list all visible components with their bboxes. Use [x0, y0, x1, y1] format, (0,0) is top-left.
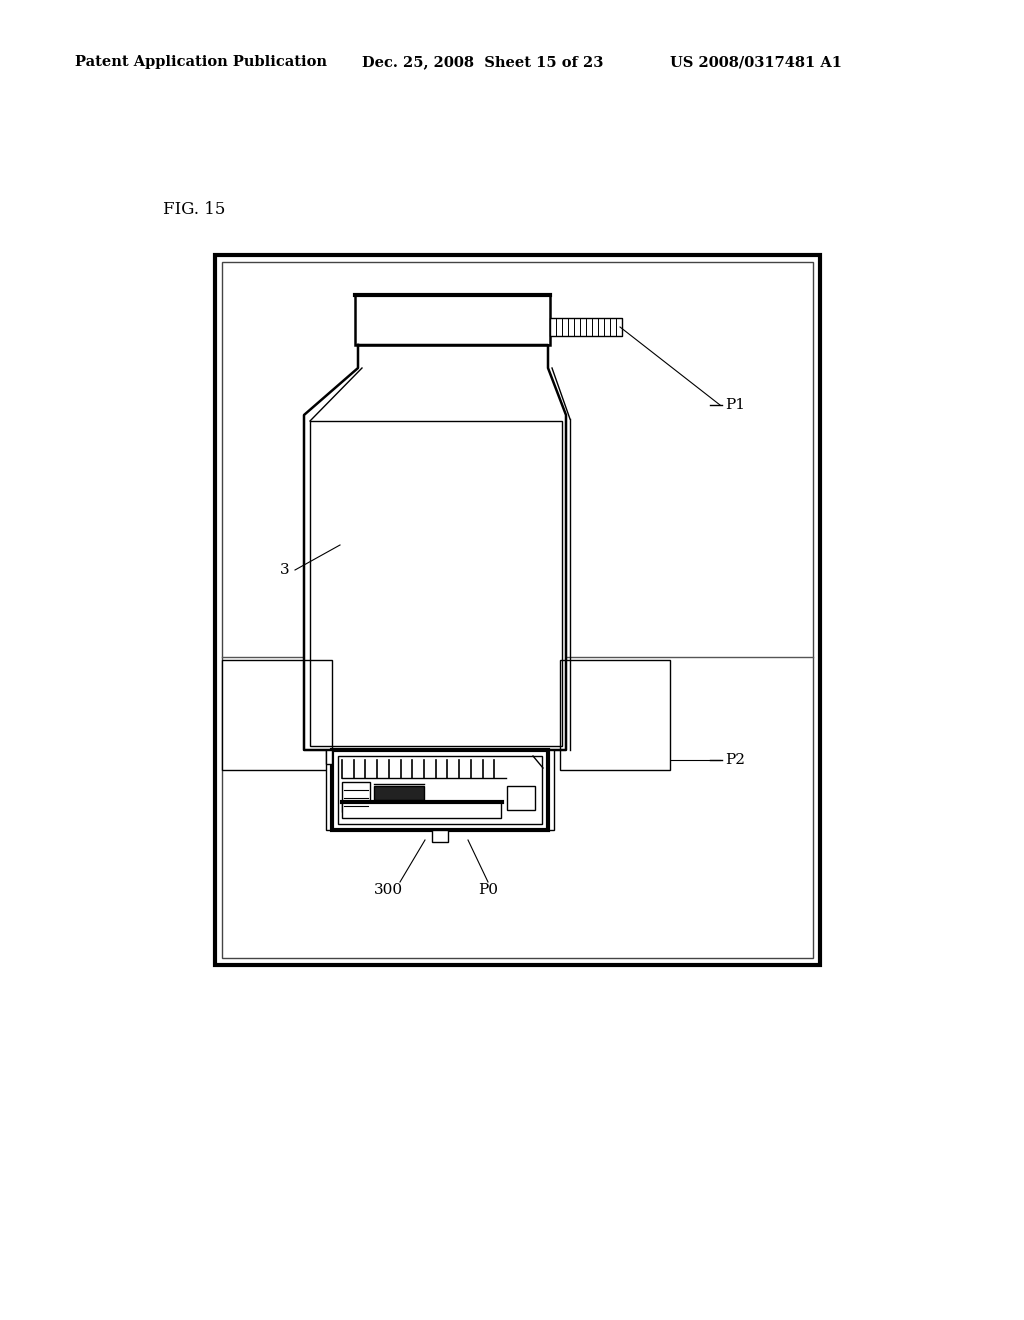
Bar: [326, 750, 332, 764]
Text: P1: P1: [725, 399, 745, 412]
Text: US 2008/0317481 A1: US 2008/0317481 A1: [670, 55, 842, 69]
Bar: [222, 660, 332, 770]
Bar: [507, 785, 535, 810]
Text: P2: P2: [725, 752, 745, 767]
Text: Dec. 25, 2008  Sheet 15 of 23: Dec. 25, 2008 Sheet 15 of 23: [362, 55, 603, 69]
Bar: [332, 750, 548, 830]
Bar: [548, 750, 554, 830]
Bar: [215, 255, 820, 965]
Bar: [310, 421, 562, 746]
Polygon shape: [304, 345, 566, 750]
Bar: [374, 785, 424, 800]
Bar: [338, 756, 542, 824]
Bar: [222, 261, 813, 958]
Bar: [355, 294, 550, 345]
Bar: [326, 750, 332, 830]
Text: Patent Application Publication: Patent Application Publication: [75, 55, 327, 69]
Text: 300: 300: [374, 883, 402, 898]
Bar: [342, 803, 501, 818]
Text: FIG. 15: FIG. 15: [163, 202, 225, 219]
Text: 3: 3: [281, 564, 290, 577]
Bar: [432, 830, 449, 842]
Text: P0: P0: [478, 883, 498, 898]
Bar: [560, 660, 670, 770]
Bar: [342, 781, 370, 812]
Bar: [550, 318, 622, 337]
